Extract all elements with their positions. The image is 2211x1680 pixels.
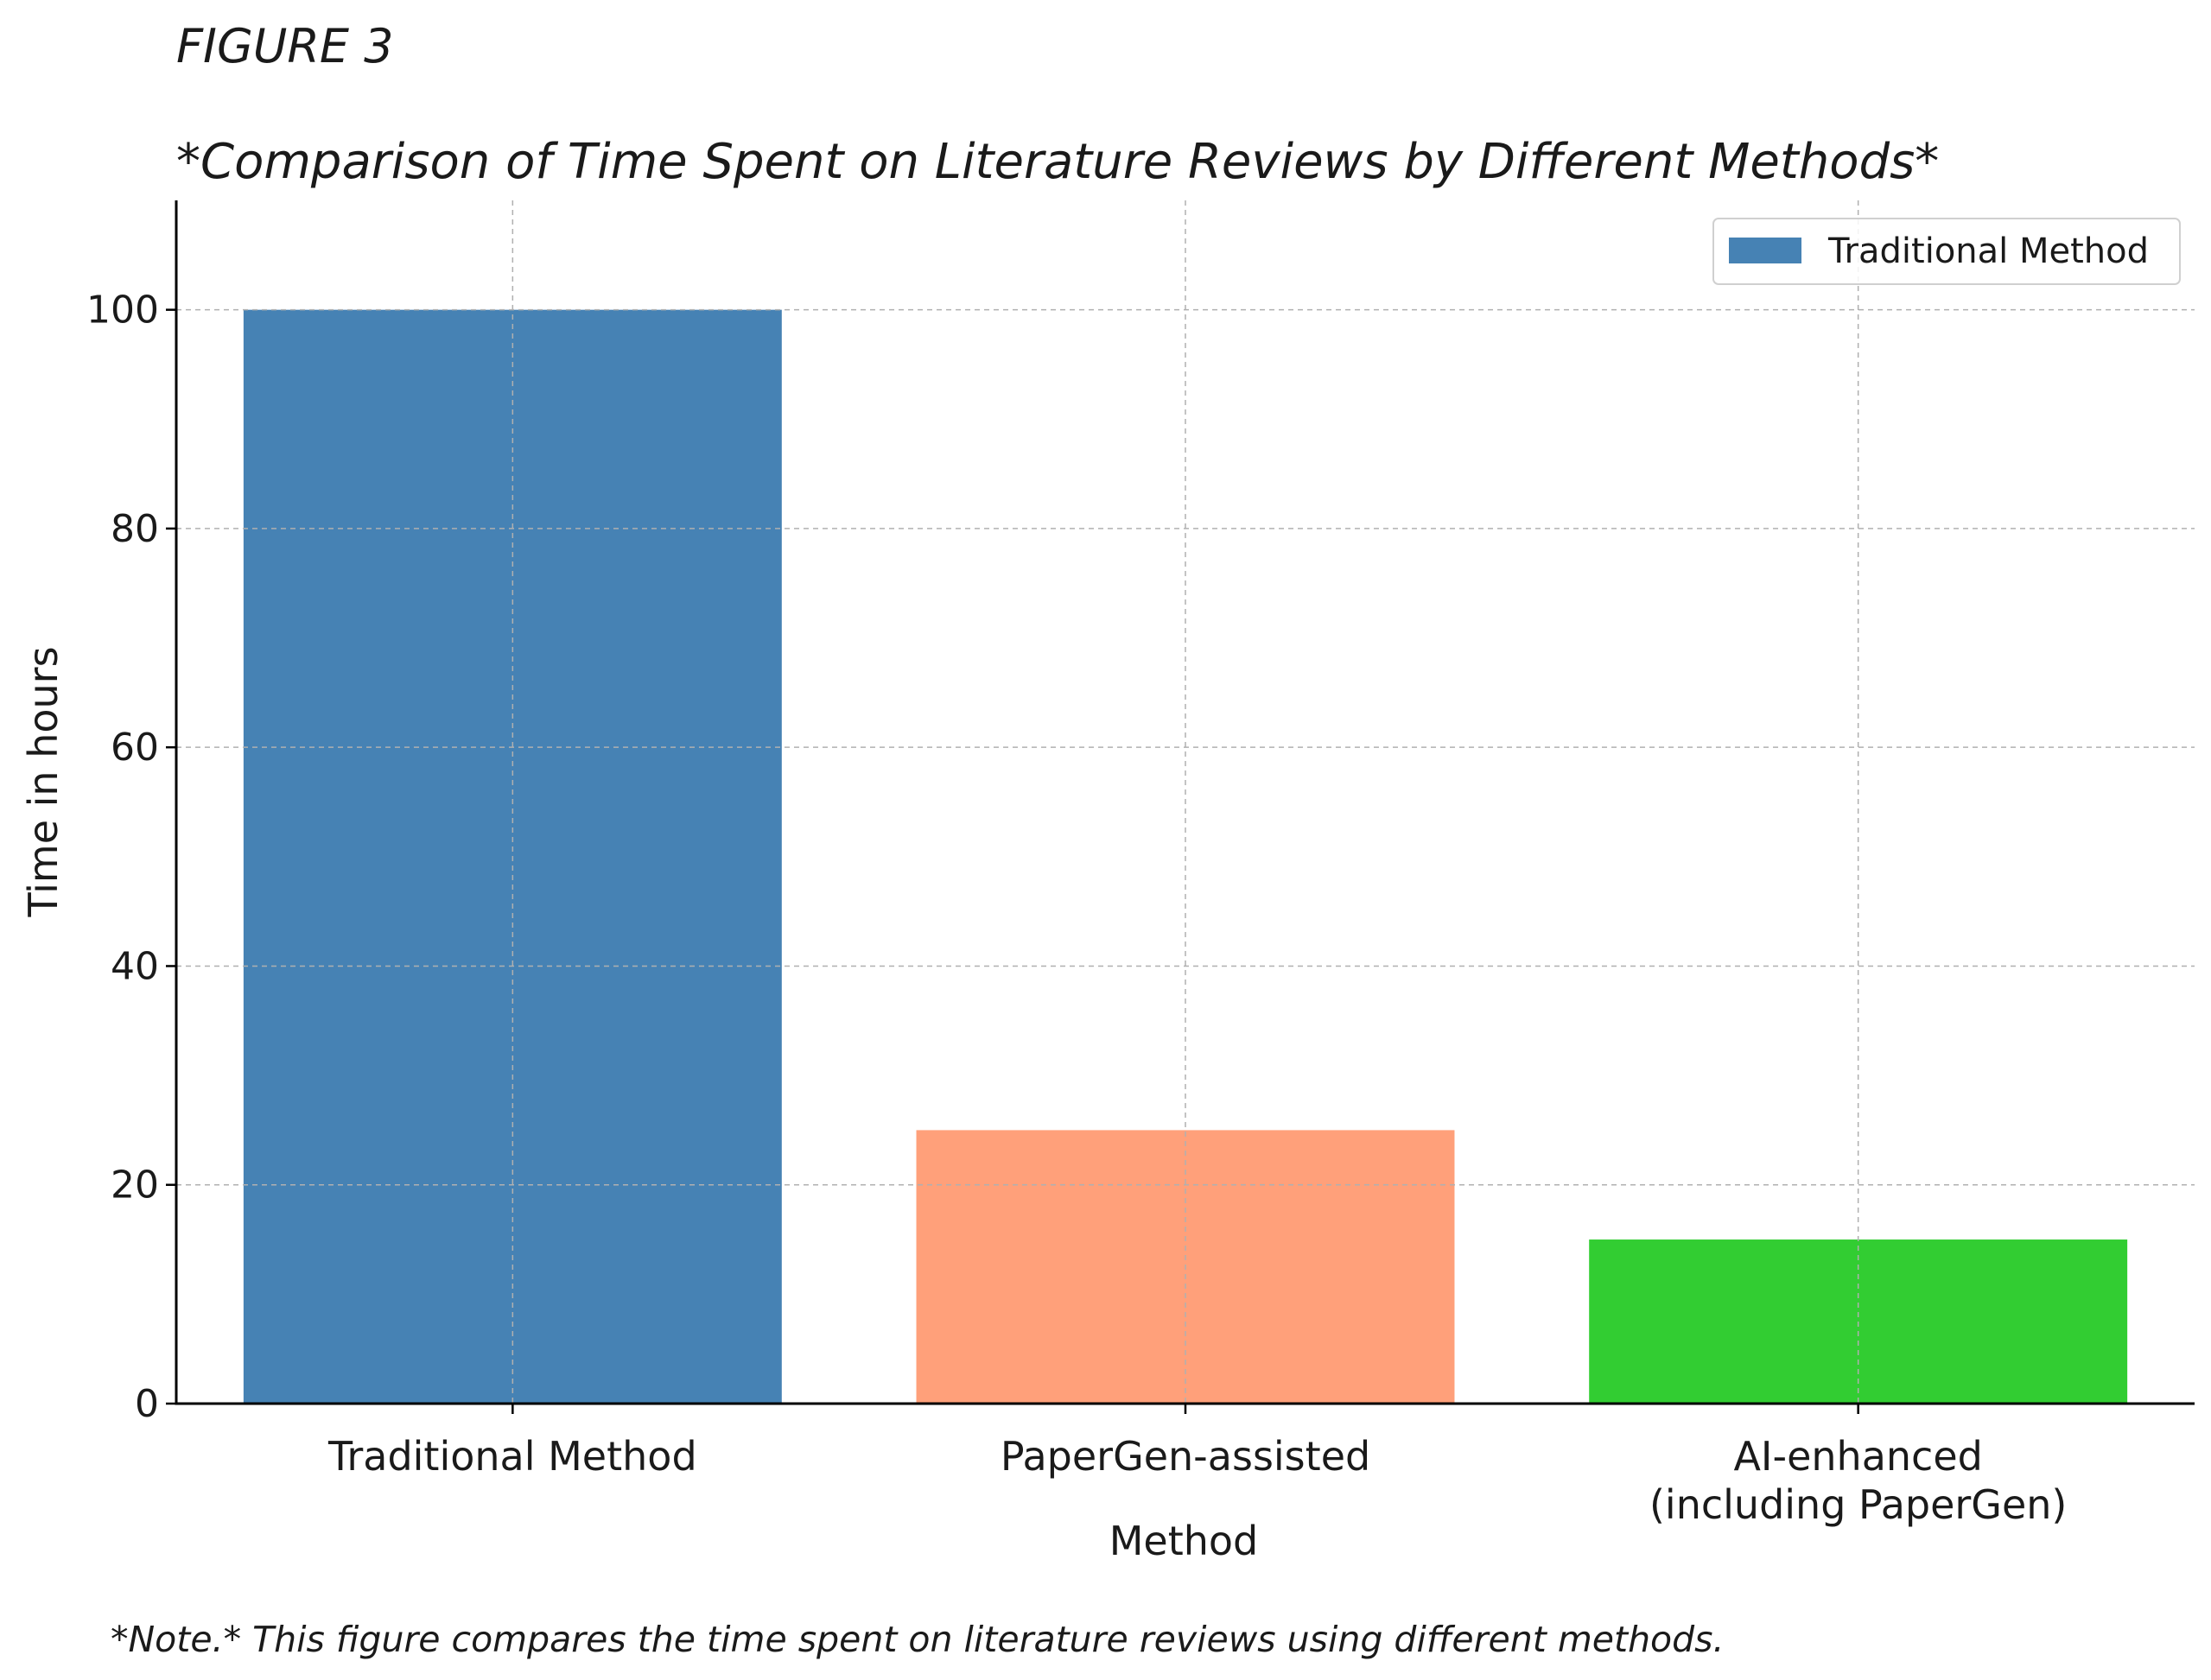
- legend-label-0: Traditional Method: [1827, 231, 2149, 271]
- legend: Traditional Method: [1712, 218, 2181, 285]
- y-axis-label: Time in hours: [20, 646, 67, 917]
- legend-box: [1712, 218, 2181, 285]
- x-tick-label-2-1: (including PaperGen): [1649, 1481, 2067, 1528]
- x-tick-label-0-0: Traditional Method: [327, 1433, 697, 1480]
- y-tick-label-4: 80: [111, 507, 159, 551]
- x-tick-label-2-0: AI-enhanced: [1733, 1433, 1982, 1480]
- legend-swatch-0: [1729, 238, 1801, 263]
- chart-title: *Comparison of Time Spent on Literature …: [176, 134, 1939, 190]
- x-axis-ticks: Traditional Method PaperGen-assisted AI-en…: [327, 1404, 2067, 1528]
- y-axis-ticks: 0 20 40 60 80 100: [86, 288, 176, 1426]
- grid-lines: [176, 200, 2195, 1404]
- y-tick-label-1: 20: [111, 1163, 159, 1208]
- y-tick-label-5: 100: [86, 288, 159, 333]
- x-tick-label-1-0: PaperGen-assisted: [1001, 1433, 1370, 1480]
- x-axis-label: Method: [1109, 1518, 1259, 1564]
- y-tick-label-0: 0: [135, 1382, 159, 1426]
- figure-label: FIGURE 3: [176, 19, 394, 73]
- y-tick-label-2: 40: [111, 944, 159, 988]
- y-tick-label-3: 60: [111, 726, 159, 770]
- figure-note: *Note.* This figure compares the time sp…: [111, 1619, 1725, 1660]
